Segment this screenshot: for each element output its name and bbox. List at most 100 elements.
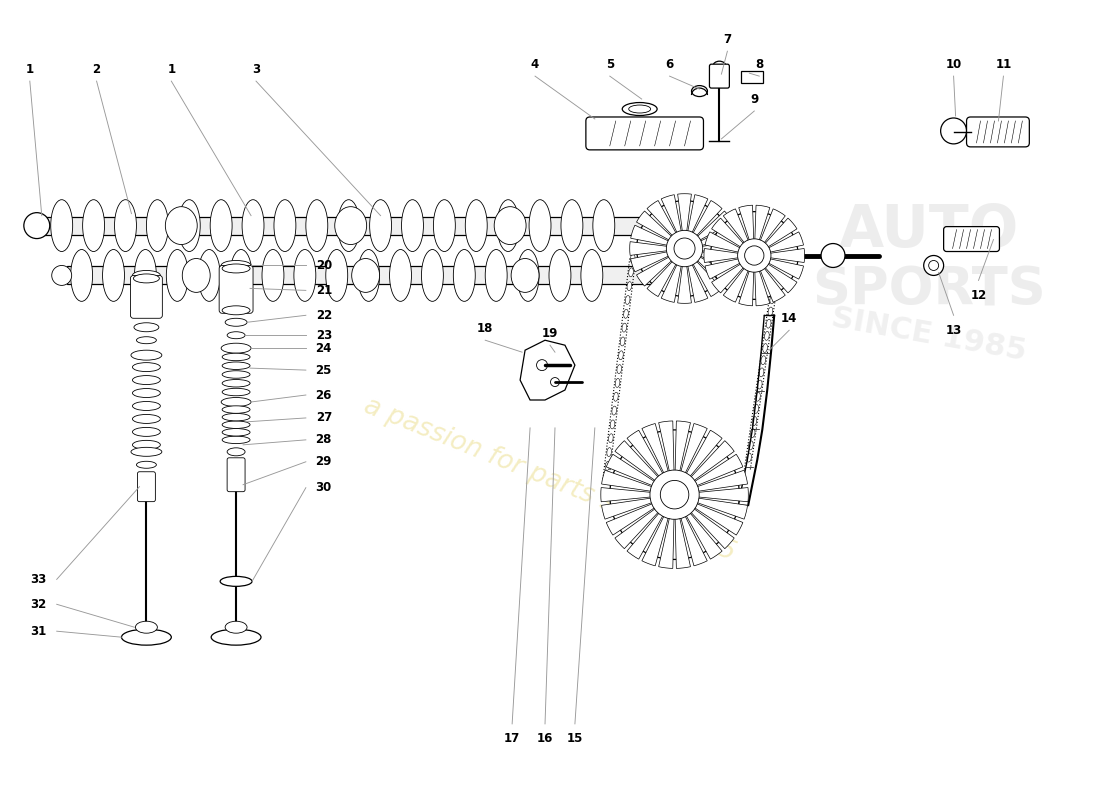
Ellipse shape <box>134 250 156 302</box>
Ellipse shape <box>222 370 250 378</box>
Wedge shape <box>684 249 708 302</box>
Ellipse shape <box>494 206 526 245</box>
Wedge shape <box>684 242 739 255</box>
Wedge shape <box>674 494 748 519</box>
Ellipse shape <box>761 356 766 365</box>
Ellipse shape <box>517 250 539 302</box>
Ellipse shape <box>752 417 757 426</box>
Ellipse shape <box>222 306 250 314</box>
Wedge shape <box>755 255 797 293</box>
Ellipse shape <box>135 622 157 633</box>
Ellipse shape <box>358 250 379 302</box>
Ellipse shape <box>222 436 250 443</box>
Ellipse shape <box>612 406 616 415</box>
Wedge shape <box>684 201 722 249</box>
Wedge shape <box>602 470 674 494</box>
Wedge shape <box>627 494 674 559</box>
Ellipse shape <box>226 622 248 633</box>
Ellipse shape <box>453 250 475 302</box>
Ellipse shape <box>134 322 158 332</box>
Ellipse shape <box>768 307 773 316</box>
Text: 4: 4 <box>531 58 539 70</box>
Ellipse shape <box>621 323 627 332</box>
Ellipse shape <box>608 434 613 442</box>
FancyBboxPatch shape <box>967 117 1030 147</box>
Wedge shape <box>674 430 722 494</box>
Text: 1: 1 <box>25 62 34 76</box>
Text: 3: 3 <box>252 62 260 76</box>
Text: 12: 12 <box>970 289 987 302</box>
Ellipse shape <box>561 200 583 251</box>
Ellipse shape <box>230 250 252 302</box>
Ellipse shape <box>274 200 296 251</box>
Ellipse shape <box>183 258 210 292</box>
Circle shape <box>745 246 763 265</box>
Wedge shape <box>684 211 733 249</box>
Wedge shape <box>712 255 755 293</box>
Text: a passion for parts since 1985: a passion for parts since 1985 <box>361 393 739 566</box>
Text: 25: 25 <box>316 364 332 377</box>
Ellipse shape <box>549 250 571 302</box>
Ellipse shape <box>132 375 161 385</box>
Circle shape <box>609 430 739 559</box>
Text: 7: 7 <box>724 33 732 46</box>
Text: 29: 29 <box>316 455 332 468</box>
Ellipse shape <box>750 429 755 438</box>
Circle shape <box>537 360 548 370</box>
Ellipse shape <box>620 337 625 346</box>
Ellipse shape <box>114 200 136 251</box>
Wedge shape <box>629 242 684 255</box>
Ellipse shape <box>70 250 92 302</box>
Wedge shape <box>755 255 803 279</box>
Circle shape <box>24 213 50 238</box>
Ellipse shape <box>624 310 628 318</box>
Wedge shape <box>615 494 674 549</box>
Wedge shape <box>630 225 684 249</box>
Ellipse shape <box>132 270 161 281</box>
Ellipse shape <box>770 295 774 304</box>
Ellipse shape <box>759 368 763 377</box>
Wedge shape <box>704 249 755 262</box>
Ellipse shape <box>166 250 188 302</box>
Wedge shape <box>661 194 684 249</box>
Ellipse shape <box>610 420 615 429</box>
Ellipse shape <box>626 295 630 305</box>
Bar <box>36 217 654 234</box>
Wedge shape <box>661 249 684 302</box>
Wedge shape <box>674 494 722 559</box>
Ellipse shape <box>102 250 124 302</box>
Text: 1: 1 <box>167 62 175 76</box>
Ellipse shape <box>767 319 771 328</box>
Ellipse shape <box>618 351 624 360</box>
Wedge shape <box>674 494 691 568</box>
Ellipse shape <box>389 250 411 302</box>
Wedge shape <box>627 430 674 494</box>
Ellipse shape <box>131 350 162 360</box>
Ellipse shape <box>627 282 631 290</box>
Text: 10: 10 <box>946 58 961 70</box>
Text: 32: 32 <box>31 598 47 610</box>
Ellipse shape <box>581 250 603 302</box>
Ellipse shape <box>485 250 507 302</box>
Ellipse shape <box>146 200 168 251</box>
Wedge shape <box>678 194 692 249</box>
Wedge shape <box>705 232 755 255</box>
Ellipse shape <box>132 440 161 450</box>
Ellipse shape <box>749 441 754 450</box>
FancyBboxPatch shape <box>586 117 704 150</box>
Ellipse shape <box>497 200 519 251</box>
Ellipse shape <box>713 61 726 71</box>
Ellipse shape <box>222 264 250 273</box>
Text: 27: 27 <box>316 411 332 425</box>
Circle shape <box>821 243 845 267</box>
Ellipse shape <box>132 414 161 423</box>
Circle shape <box>660 481 689 509</box>
Circle shape <box>924 255 944 275</box>
Ellipse shape <box>132 389 161 398</box>
Ellipse shape <box>607 448 612 457</box>
Wedge shape <box>601 487 674 502</box>
Ellipse shape <box>512 258 539 292</box>
Wedge shape <box>637 249 684 286</box>
Ellipse shape <box>221 261 251 270</box>
Circle shape <box>52 266 72 286</box>
